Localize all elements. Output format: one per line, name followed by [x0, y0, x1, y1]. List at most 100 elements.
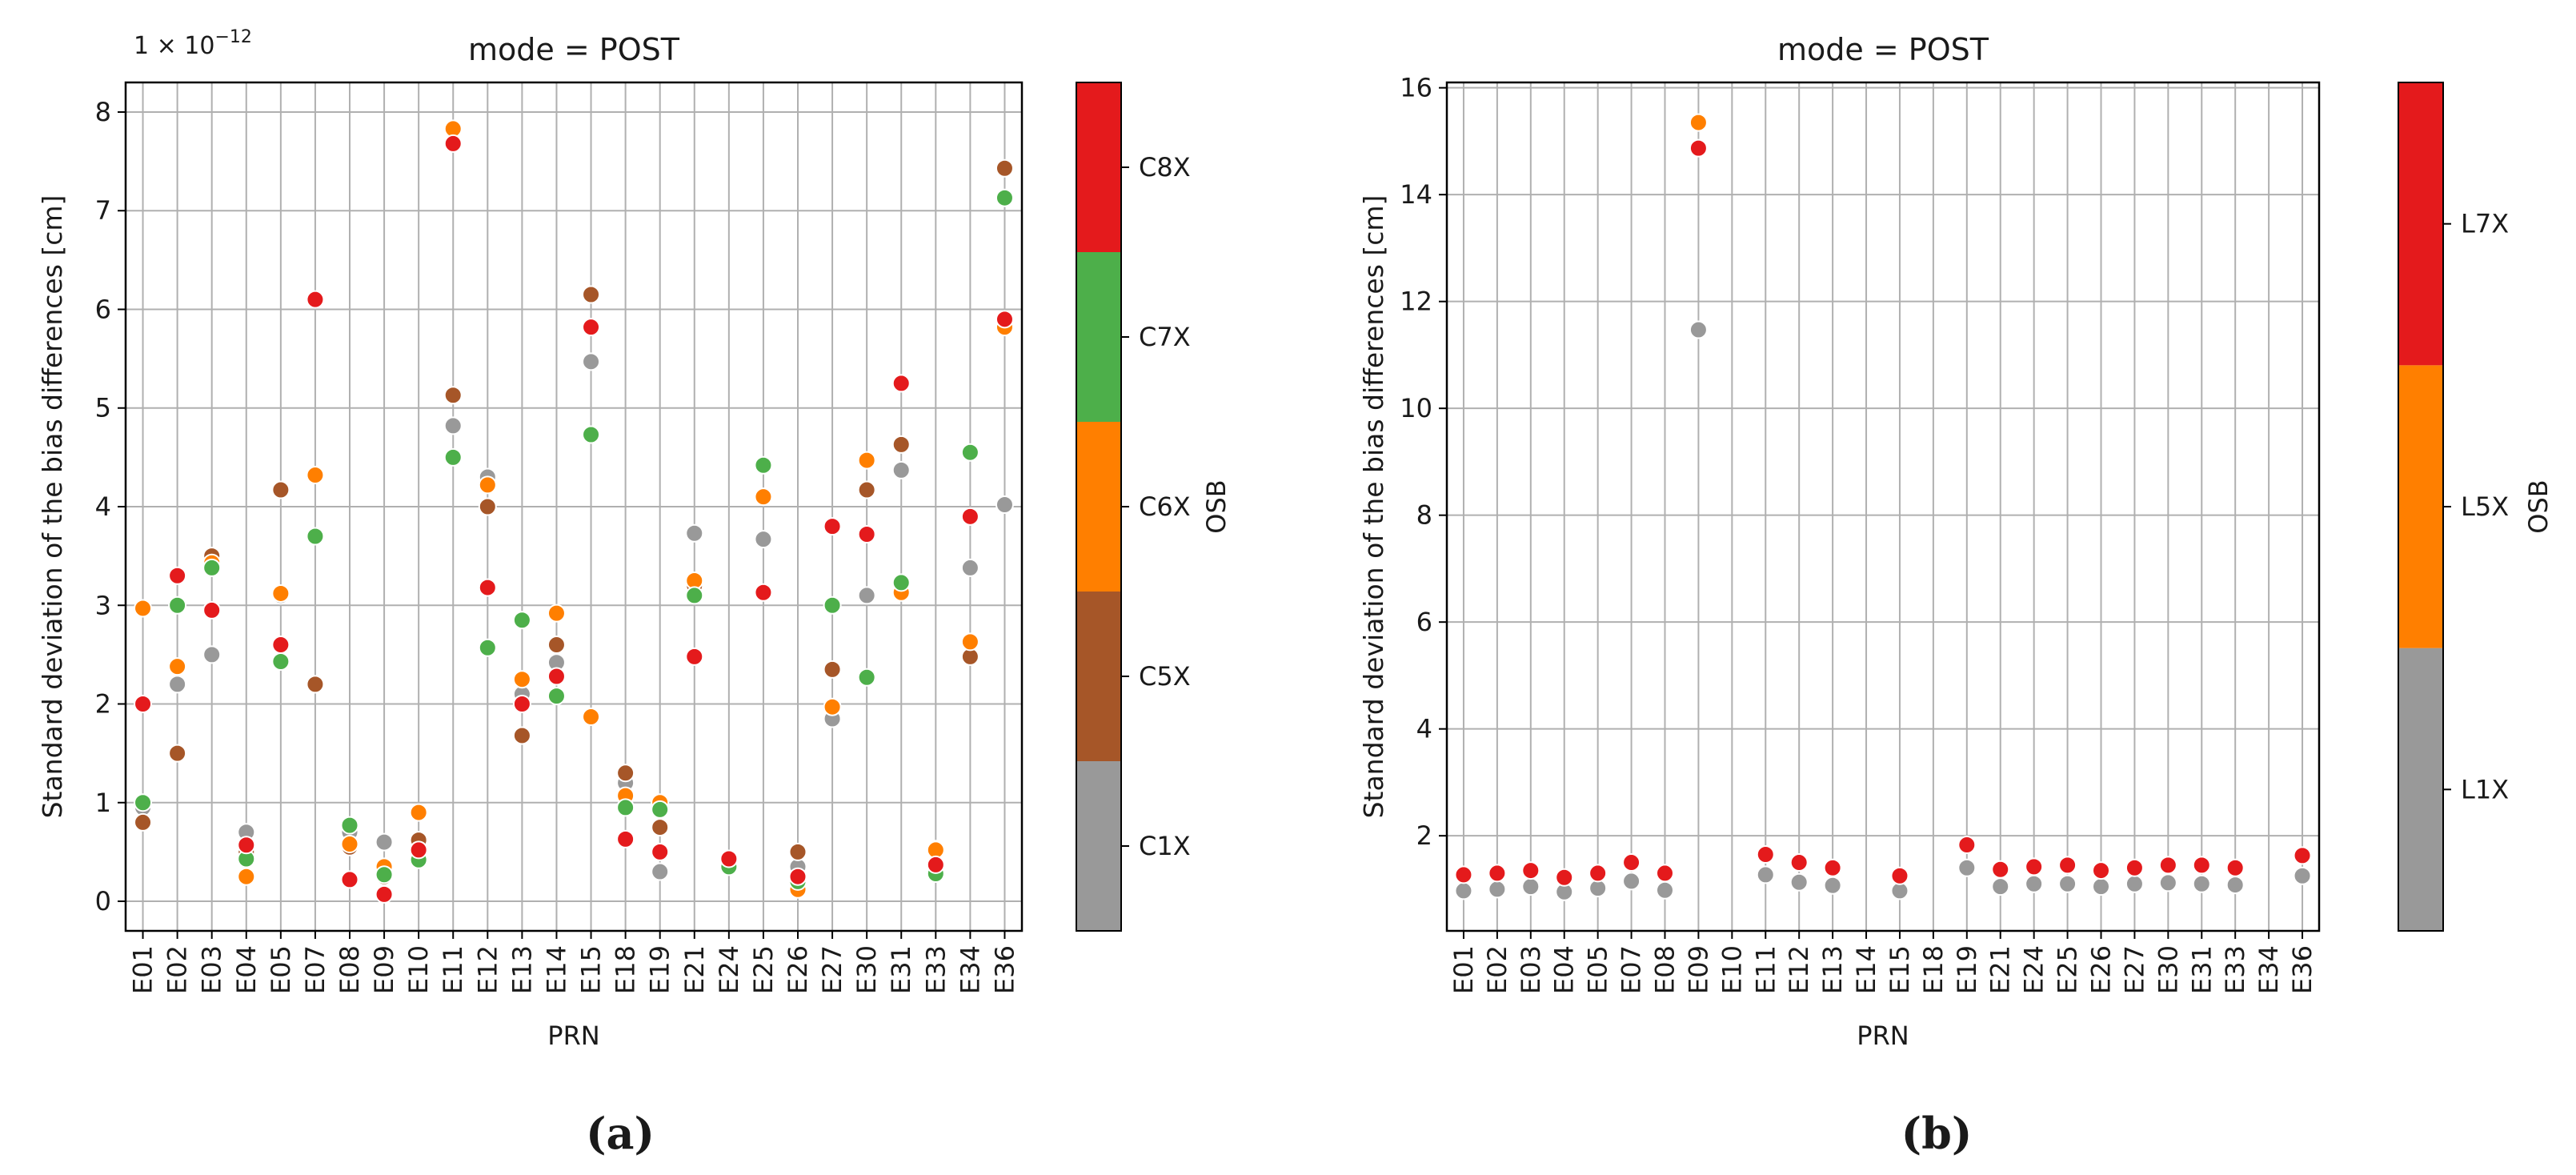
- data-point: [1823, 876, 1842, 895]
- data-point: [857, 480, 876, 499]
- x-tick-label: E27: [817, 945, 847, 994]
- x-tick-label: E10: [1717, 945, 1747, 994]
- data-point: [960, 558, 980, 577]
- y-tick-label: 8: [95, 97, 111, 127]
- x-tick-label: E07: [300, 945, 331, 994]
- data-point: [1454, 865, 1473, 884]
- data-point: [719, 849, 739, 868]
- data-point: [306, 290, 325, 309]
- x-tick-label: E05: [266, 945, 296, 994]
- y-tick-label: 0: [95, 886, 111, 916]
- x-tick-label: E19: [645, 945, 675, 994]
- x-tick-label: E30: [2153, 945, 2183, 994]
- data-point: [823, 596, 842, 615]
- data-point: [375, 884, 394, 904]
- offset-exponent: −12: [214, 27, 251, 47]
- x-tick-label: E08: [335, 945, 365, 994]
- data-point: [960, 632, 980, 652]
- data-point: [2158, 856, 2177, 875]
- offset-base: 1 × 10: [134, 32, 214, 60]
- data-point: [582, 352, 601, 371]
- data-point: [2092, 861, 2110, 880]
- data-point: [616, 829, 635, 848]
- data-point: [995, 158, 1014, 178]
- data-point: [857, 451, 876, 470]
- data-point: [960, 507, 980, 526]
- x-tick-label: E10: [403, 945, 434, 994]
- data-point: [443, 447, 463, 467]
- colorbar-frame: [1076, 82, 1122, 932]
- x-tick-label: E09: [369, 945, 399, 994]
- offset-text: 1 × 10−12: [134, 27, 252, 60]
- x-tick-label: E26: [783, 945, 813, 994]
- data-point: [168, 744, 187, 763]
- data-point: [754, 487, 773, 507]
- data-point: [685, 586, 704, 605]
- x-tick-label: E13: [507, 945, 537, 994]
- y-tick-label: 2: [95, 689, 111, 720]
- series-c7x: [134, 188, 1014, 891]
- colorbar-tick-label: C7X: [1139, 322, 1191, 352]
- data-point: [616, 798, 635, 817]
- axes-frame: [1445, 81, 2321, 932]
- x-tick-label: E01: [1448, 945, 1479, 994]
- x-tick-label: E11: [438, 945, 468, 994]
- data-point: [1555, 868, 1574, 887]
- data-point: [512, 695, 531, 714]
- x-tick-label: E03: [1516, 945, 1546, 994]
- x-axis-label: PRN: [1857, 1021, 1909, 1051]
- colorbar-segment-l1x: [2398, 648, 2443, 931]
- x-axis-label: PRN: [547, 1021, 599, 1051]
- x-tick-label: E25: [2053, 945, 2083, 994]
- y-tick-label: 16: [1400, 73, 1432, 103]
- data-point: [1656, 880, 1674, 900]
- x-tick-label: E03: [197, 945, 227, 994]
- y-tick-label: 12: [1400, 287, 1432, 317]
- data-point: [547, 636, 566, 655]
- y-tick-label: 3: [95, 590, 111, 620]
- data-point: [857, 668, 876, 687]
- data-point: [960, 443, 980, 462]
- data-point: [478, 475, 497, 495]
- x-tick-label: E18: [1918, 945, 1949, 994]
- x-tick-label: E31: [2186, 945, 2217, 994]
- data-point: [651, 842, 670, 861]
- data-point: [1521, 877, 1540, 896]
- colorbar-label: OSB: [1201, 479, 1232, 533]
- data-point: [2058, 874, 2077, 893]
- x-tick-label: E15: [576, 945, 607, 994]
- colorbar-tick-label: L5X: [2461, 491, 2509, 522]
- data-point: [478, 497, 497, 516]
- y-tick-label: 8: [1416, 500, 1432, 531]
- data-point: [788, 867, 807, 886]
- data-point: [995, 495, 1014, 515]
- data-point: [754, 455, 773, 475]
- x-tick-label: E36: [989, 945, 1020, 994]
- data-point: [375, 865, 394, 884]
- data-point: [340, 816, 359, 835]
- data-point: [443, 134, 463, 153]
- data-point: [2125, 858, 2144, 877]
- x-tick-label: E07: [1617, 945, 1647, 994]
- colorbar-segment-l7x: [2398, 82, 2443, 366]
- data-point: [616, 764, 635, 783]
- data-point: [237, 836, 256, 855]
- data-point: [1622, 853, 1641, 872]
- data-point: [168, 596, 187, 615]
- data-point: [1756, 865, 1775, 884]
- data-point: [582, 708, 601, 727]
- x-tick-label: E36: [2287, 945, 2318, 994]
- colorbar-tick-label: C1X: [1139, 831, 1191, 861]
- y-tick-label: 4: [1416, 714, 1432, 744]
- data-point: [2092, 877, 2110, 896]
- x-tick-label: E11: [1750, 945, 1781, 994]
- data-point: [443, 386, 463, 405]
- colorbar-tick-label: L7X: [2461, 209, 2509, 239]
- data-point: [512, 726, 531, 745]
- data-point: [1689, 320, 1708, 339]
- data-point: [2225, 876, 2245, 895]
- data-point: [547, 667, 566, 686]
- data-point: [2293, 846, 2312, 865]
- data-point: [1991, 860, 2010, 879]
